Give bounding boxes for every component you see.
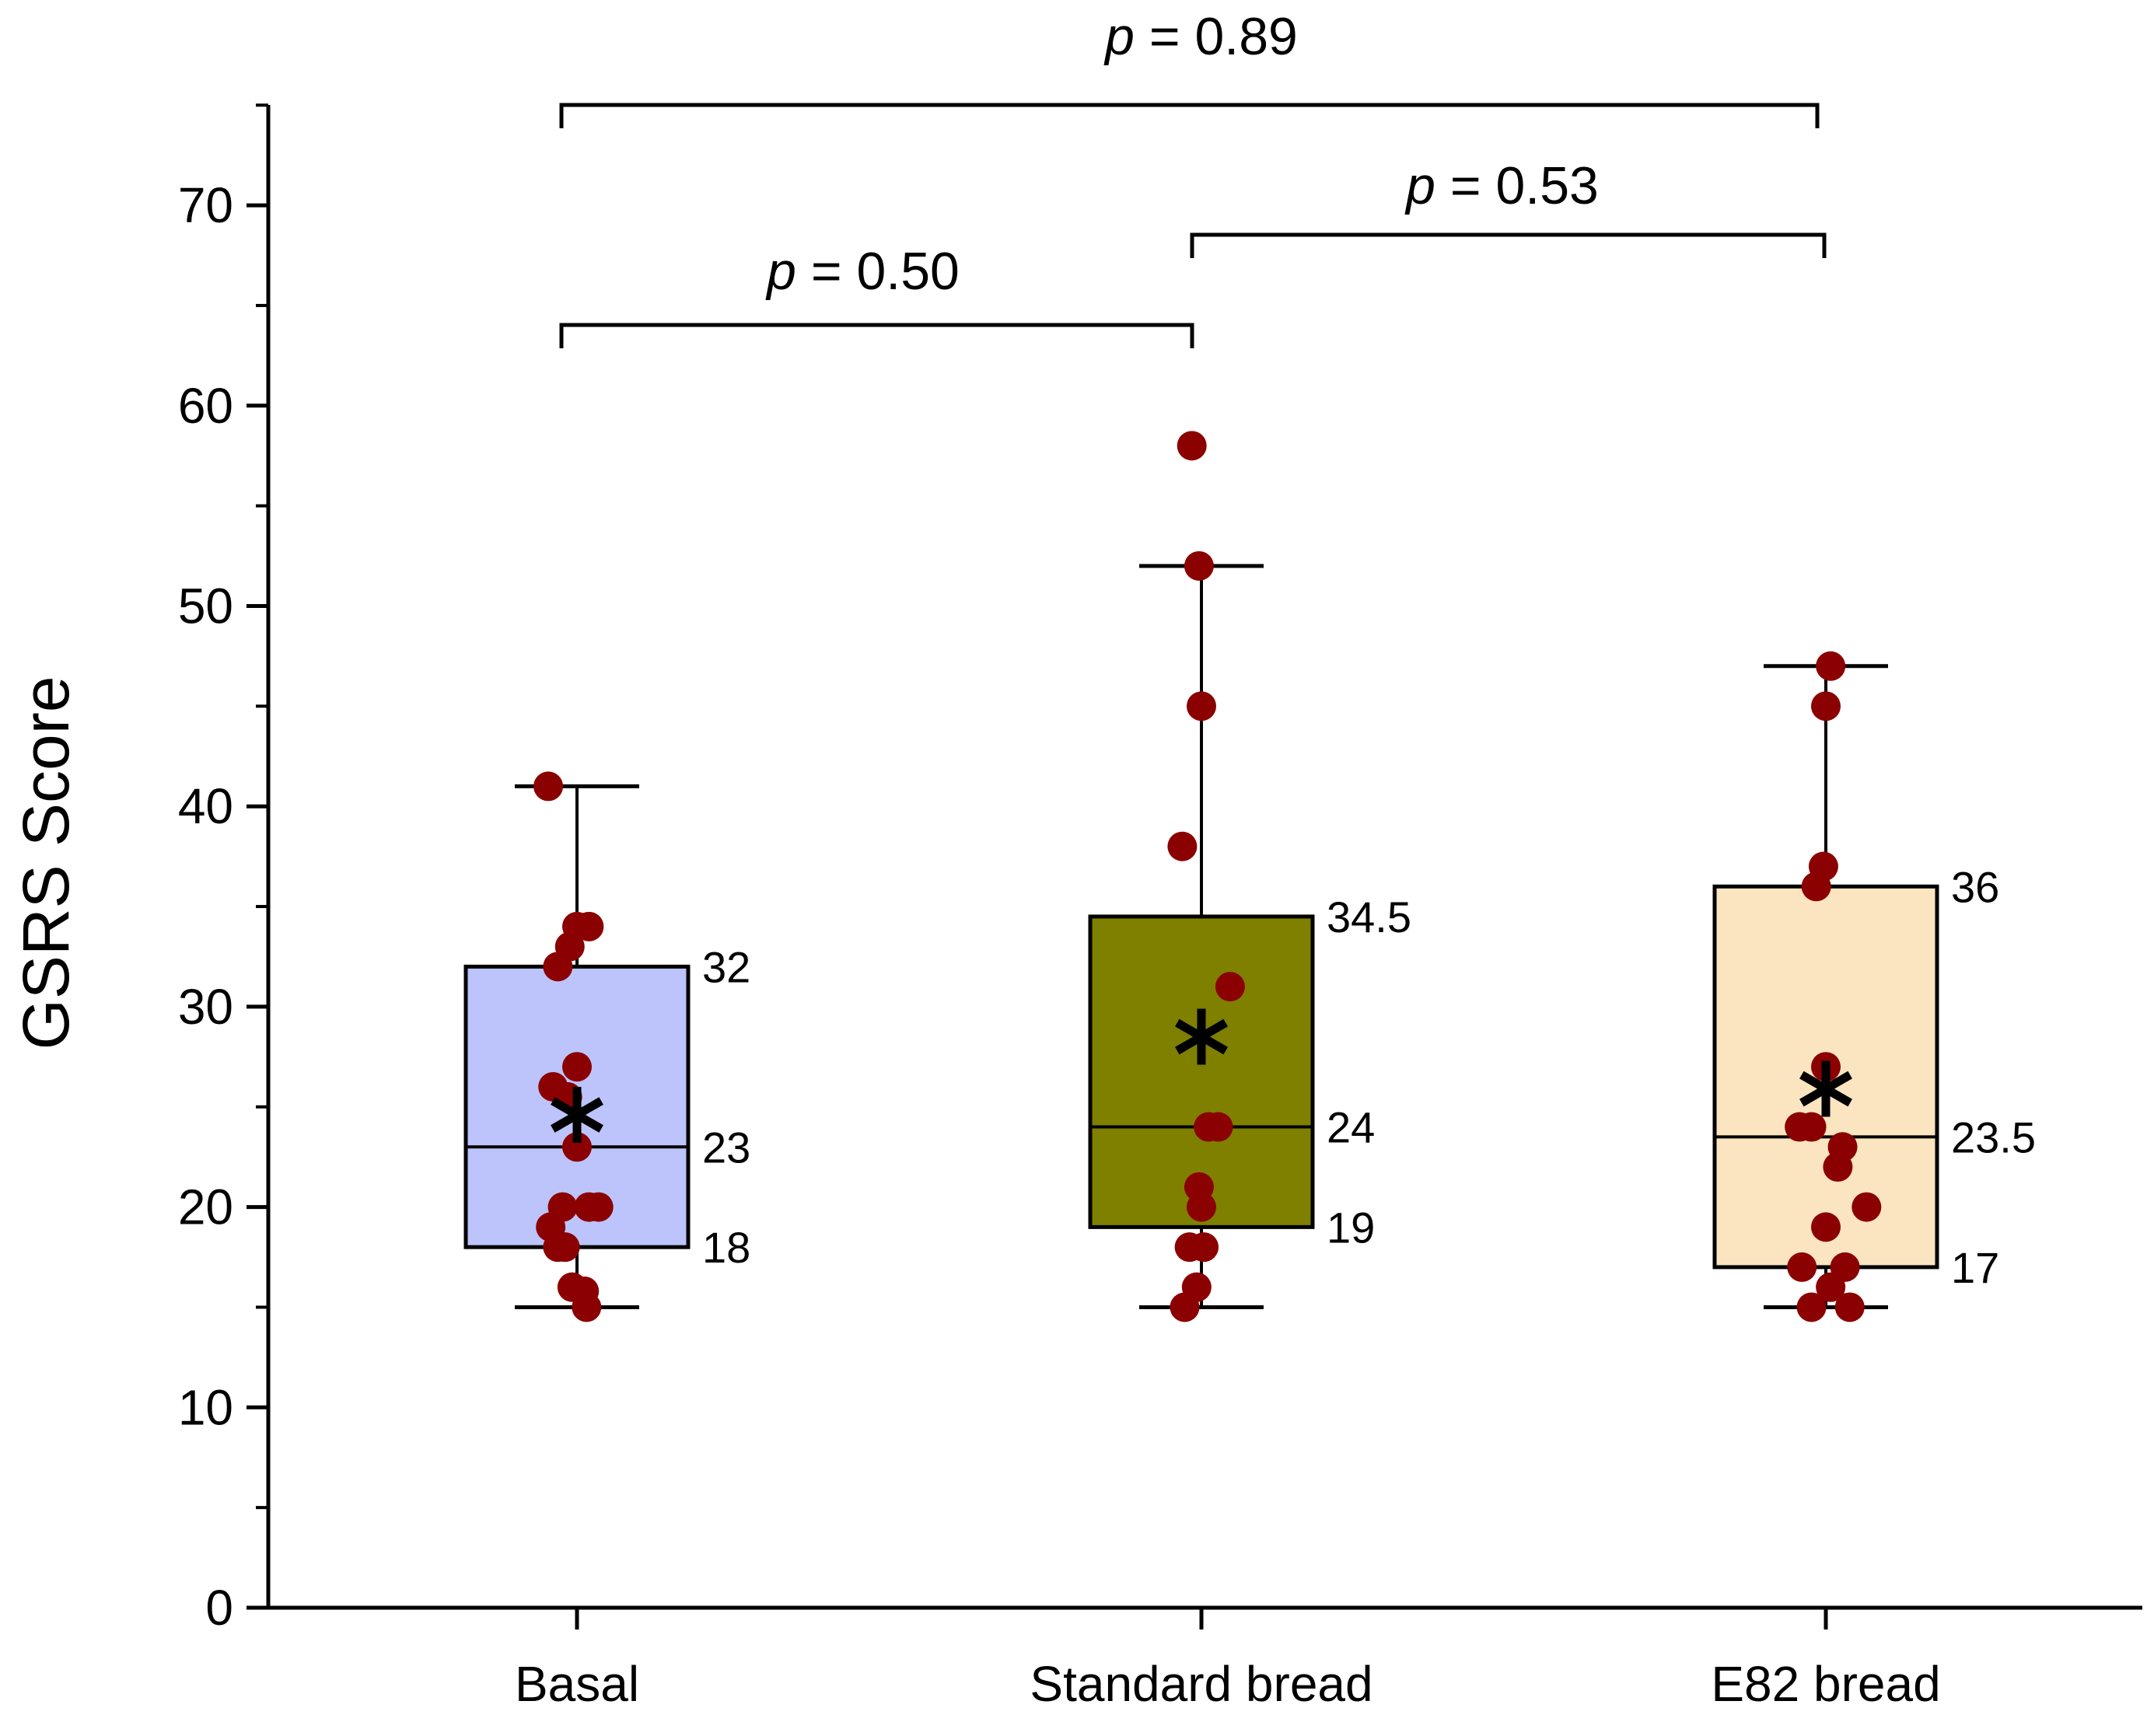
data-point [574,911,604,941]
p-value-label: p = 0.89 [1103,7,1298,66]
y-tick-label: 60 [178,378,233,434]
y-tick-label: 40 [178,778,233,834]
significance-bracket: p = 0.89 [559,7,1820,128]
bracket-line [559,103,1820,128]
q3-label: 32 [702,942,750,991]
box-group: 32 23 18 [463,784,750,1309]
data-point [1787,1252,1817,1282]
data-point [1187,1192,1216,1222]
q1-label: 18 [702,1223,750,1272]
data-point [1816,1272,1846,1302]
median-label: 23 [702,1123,750,1172]
data-point [1801,871,1831,902]
y-tick-label: 30 [178,979,233,1035]
median-label: 24 [1327,1103,1375,1152]
x-tick-label: E82 bread [1711,1656,1940,1712]
x-tick-label: Standard bread [1030,1656,1372,1712]
bracket-line [559,323,1194,348]
y-tick-label: 20 [178,1179,233,1235]
significance-bracket: p = 0.53 [1190,156,1827,258]
data-point [550,1232,580,1263]
mean-marker [551,1087,603,1144]
median-label: 23.5 [1951,1113,2036,1161]
q3-label: 36 [1951,862,1999,911]
data-point [1215,972,1245,1002]
data-point [572,1292,602,1322]
x-tick-label: Basal [515,1656,639,1712]
y-tick-label: 50 [178,578,233,634]
data-point [1189,1232,1219,1263]
q1-label: 19 [1327,1203,1375,1252]
bracket-line [1190,232,1827,258]
y-axis-title: GSRS Score [9,676,82,1050]
data-point [1823,1152,1853,1182]
mean-marker [1175,1008,1228,1065]
data-point [1177,431,1207,461]
data-point [1184,550,1214,581]
data-point [1796,1112,1827,1142]
data-point [533,771,564,802]
data-point [1187,691,1216,721]
data-point [1203,1112,1233,1142]
data-point [543,952,573,982]
significance-bracket: p = 0.50 [559,242,1194,348]
data-point [562,1052,592,1082]
p-value-label: p = 0.53 [1404,156,1599,215]
y-tick-label: 10 [178,1379,233,1435]
y-tick-label: 0 [205,1580,233,1636]
box-group: 34.5 24 19 [1088,564,1411,1309]
data-point [1816,651,1846,681]
data-point [1167,831,1198,861]
y-tick-label: 70 [178,177,233,233]
data-point [1811,1212,1841,1242]
data-point [583,1192,614,1222]
q3-label: 34.5 [1327,892,1411,941]
data-point [1796,1292,1827,1322]
p-value-label: p = 0.50 [765,242,960,301]
data-point [1170,1292,1200,1322]
q1-label: 17 [1951,1243,1999,1292]
data-point [562,1132,592,1162]
data-point [1852,1192,1882,1222]
data-point [1811,691,1841,721]
data-point [1834,1292,1865,1322]
mean-marker [1799,1060,1852,1117]
